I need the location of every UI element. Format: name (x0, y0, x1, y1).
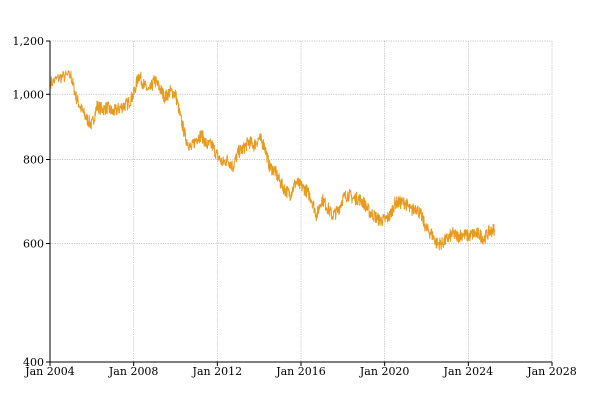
y-tick-label: 600 (23, 238, 44, 251)
axes (46, 40, 553, 366)
series-line (50, 70, 495, 251)
y-tick-labels: 400 600 800 1,000 1,200 (13, 35, 45, 369)
x-tick-labels: Jan 2004 Jan 2008 Jan 2012 Jan 2016 Jan 2020… (24, 365, 577, 378)
y-tick-label: 1,200 (13, 35, 45, 48)
x-tick-label: Jan 2028 (526, 365, 577, 378)
y-tick-label: 1,000 (13, 88, 45, 101)
x-tick-label: Jan 2012 (192, 365, 243, 378)
x-tick-label: Jan 2020 (359, 365, 410, 378)
x-tick-label: Jan 2008 (108, 365, 159, 378)
x-tick-label: Jan 2024 (443, 365, 494, 378)
y-tick-label: 800 (23, 153, 44, 166)
series-lines (50, 70, 495, 251)
y-tick-label: 400 (23, 356, 44, 369)
gridlines (50, 40, 553, 362)
x-tick-label: Jan 2004 (24, 365, 75, 378)
x-tick-label: Jan 2016 (275, 365, 326, 378)
